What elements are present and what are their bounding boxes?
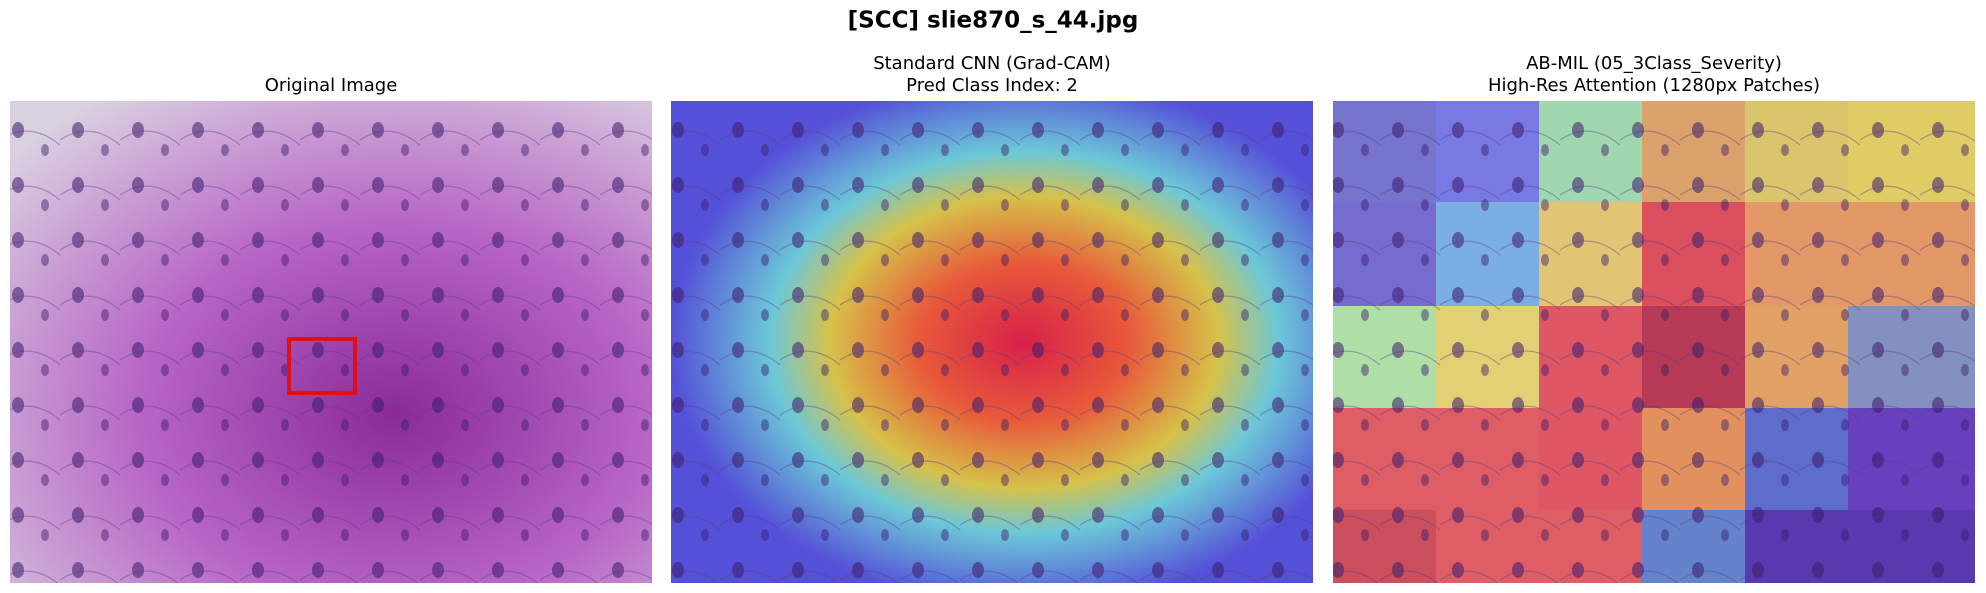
image-cells xyxy=(10,101,652,583)
image-cells xyxy=(671,101,1313,583)
panel-title: Pred Class Index: 2 xyxy=(906,75,1078,96)
figure-title: [SCC] slie870_s_44.jpg xyxy=(848,8,1139,34)
panel-title: High-Res Attention (1280px Patches) xyxy=(1488,75,1820,96)
panel-title: Original Image xyxy=(265,75,398,96)
panel-original xyxy=(10,101,652,583)
panel-title: AB-MIL (05_3Class_Severity) xyxy=(1526,53,1782,74)
panel-title: Standard CNN (Grad-CAM) xyxy=(873,53,1111,74)
image-cells xyxy=(1333,101,1975,583)
highlight-box xyxy=(287,337,357,395)
panel-gradcam xyxy=(671,101,1313,583)
